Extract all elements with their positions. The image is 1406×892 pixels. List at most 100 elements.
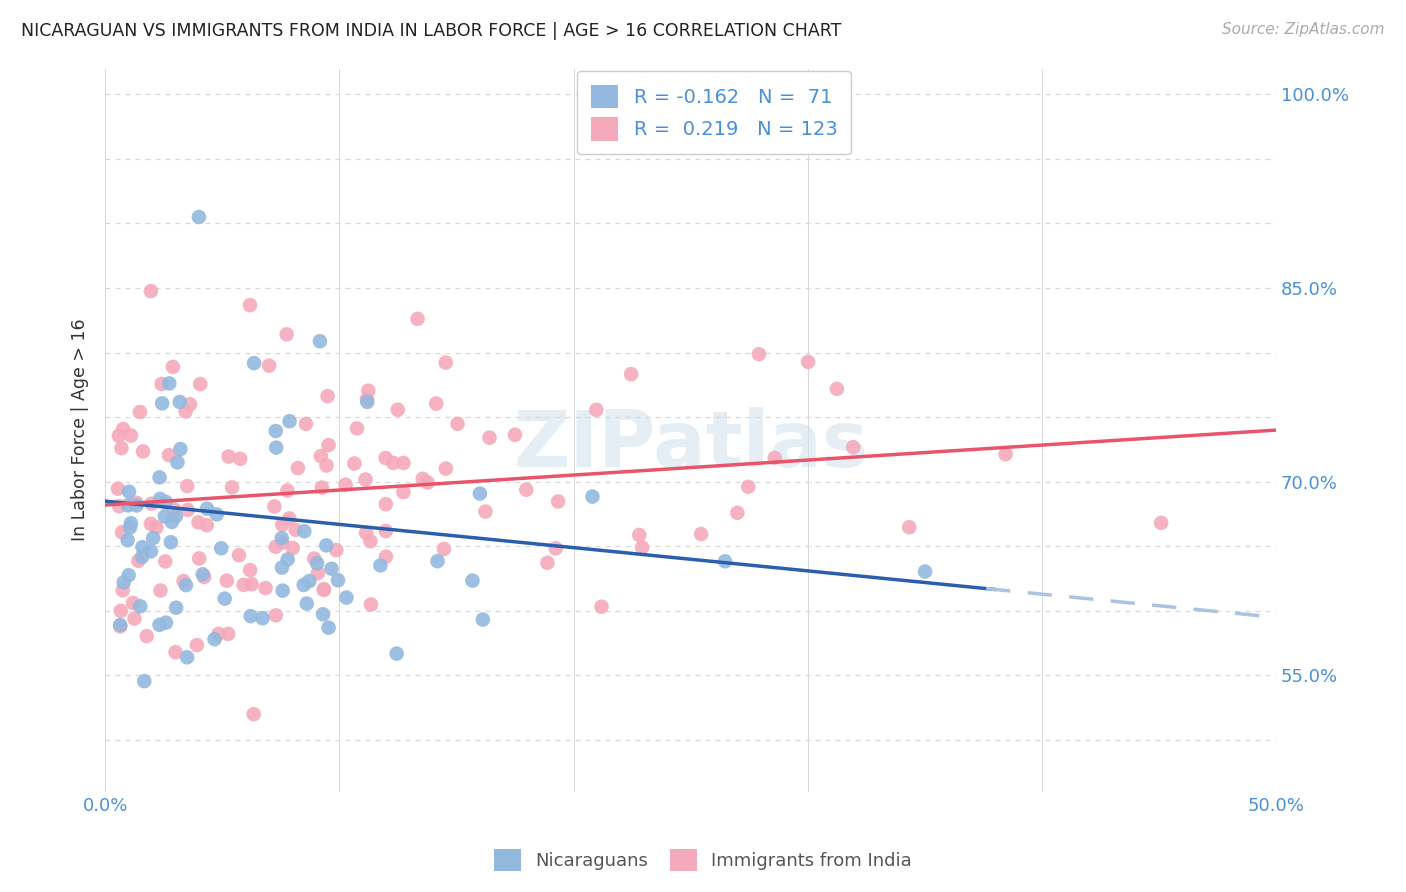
- Point: [316, 389, 339, 403]
- Point: [139, 284, 162, 298]
- Point: [825, 382, 848, 396]
- Point: [141, 497, 163, 511]
- Point: [277, 552, 299, 566]
- Point: [842, 440, 865, 454]
- Point: [174, 578, 197, 592]
- Text: ZIPatlas: ZIPatlas: [513, 407, 868, 483]
- Point: [193, 570, 215, 584]
- Point: [191, 567, 214, 582]
- Point: [232, 578, 254, 592]
- Point: [160, 535, 183, 549]
- Point: [382, 456, 405, 470]
- Point: [346, 421, 368, 435]
- Point: [177, 503, 200, 517]
- Point: [295, 417, 318, 431]
- Point: [205, 508, 228, 522]
- Point: [797, 355, 820, 369]
- Point: [763, 450, 786, 465]
- Point: [433, 541, 456, 556]
- Point: [547, 494, 569, 508]
- Point: [914, 565, 936, 579]
- Point: [108, 500, 131, 514]
- Point: [276, 483, 298, 498]
- Point: [1150, 516, 1173, 530]
- Point: [118, 568, 141, 582]
- Point: [544, 541, 567, 556]
- Point: [173, 574, 195, 588]
- Point: [412, 472, 434, 486]
- Point: [160, 515, 183, 529]
- Point: [134, 674, 156, 689]
- Point: [242, 707, 264, 722]
- Point: [110, 604, 132, 618]
- Point: [416, 475, 439, 490]
- Point: [446, 417, 468, 431]
- Point: [215, 574, 238, 588]
- Point: [298, 574, 321, 588]
- Point: [150, 396, 173, 410]
- Point: [585, 402, 607, 417]
- Point: [271, 560, 294, 574]
- Point: [186, 638, 208, 652]
- Point: [165, 600, 187, 615]
- Point: [264, 424, 287, 438]
- Point: [187, 210, 209, 224]
- Point: [120, 520, 142, 534]
- Point: [108, 428, 131, 442]
- Point: [239, 563, 262, 577]
- Point: [187, 516, 209, 530]
- Point: [725, 506, 748, 520]
- Point: [179, 397, 201, 411]
- Point: [295, 597, 318, 611]
- Point: [214, 591, 236, 606]
- Point: [120, 428, 142, 442]
- Point: [994, 447, 1017, 461]
- Point: [264, 540, 287, 554]
- Point: [264, 441, 287, 455]
- Legend: R = -0.162   N =  71, R =  0.219   N = 123: R = -0.162 N = 71, R = 0.219 N = 123: [576, 71, 851, 154]
- Point: [406, 311, 429, 326]
- Point: [228, 548, 250, 562]
- Point: [325, 543, 347, 558]
- Point: [356, 392, 378, 406]
- Point: [302, 551, 325, 566]
- Point: [145, 520, 167, 534]
- Point: [326, 573, 349, 587]
- Point: [252, 611, 274, 625]
- Y-axis label: In Labor Force | Age > 16: In Labor Force | Age > 16: [72, 318, 89, 541]
- Point: [471, 613, 494, 627]
- Point: [354, 473, 377, 487]
- Point: [278, 414, 301, 428]
- Point: [312, 607, 335, 622]
- Point: [737, 480, 759, 494]
- Point: [292, 524, 315, 539]
- Point: [107, 482, 129, 496]
- Point: [354, 525, 377, 540]
- Point: [257, 359, 280, 373]
- Point: [118, 484, 141, 499]
- Point: [374, 549, 396, 564]
- Point: [357, 384, 380, 398]
- Point: [478, 431, 501, 445]
- Point: [387, 402, 409, 417]
- Point: [155, 554, 177, 568]
- Point: [174, 404, 197, 418]
- Point: [434, 356, 457, 370]
- Point: [271, 535, 294, 549]
- Point: [359, 534, 381, 549]
- Point: [149, 583, 172, 598]
- Point: [276, 327, 298, 342]
- Point: [503, 427, 526, 442]
- Point: [110, 619, 132, 633]
- Point: [356, 395, 378, 409]
- Point: [591, 599, 613, 614]
- Point: [157, 376, 180, 391]
- Point: [169, 395, 191, 409]
- Point: [131, 549, 153, 564]
- Point: [135, 629, 157, 643]
- Point: [370, 558, 392, 573]
- Point: [195, 501, 218, 516]
- Point: [166, 455, 188, 469]
- Point: [434, 461, 457, 475]
- Point: [254, 581, 277, 595]
